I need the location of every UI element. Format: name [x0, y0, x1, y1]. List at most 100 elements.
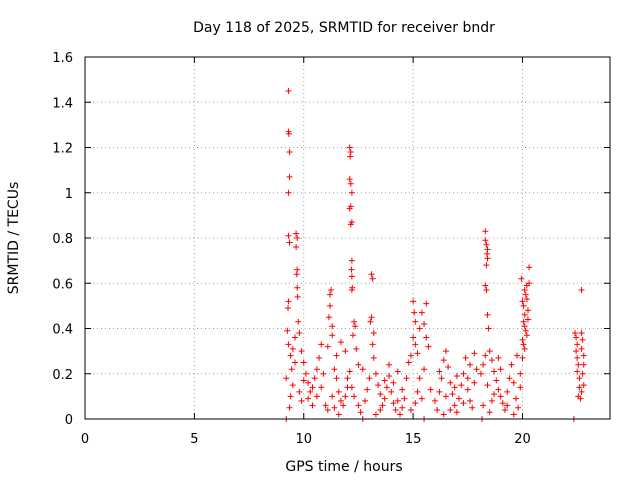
data-point: [333, 352, 340, 359]
data-point: [482, 237, 489, 244]
data-point: [578, 330, 585, 337]
data-point: [436, 368, 443, 375]
data-point: [401, 395, 408, 402]
data-point: [421, 320, 428, 327]
data-point: [412, 318, 419, 325]
data-point: [502, 406, 508, 413]
data-point: [526, 280, 533, 287]
data-point: [347, 221, 354, 228]
data-point: [322, 402, 329, 409]
data-point: [483, 287, 490, 294]
x-axis-label: GPS time / hours: [285, 459, 402, 475]
data-point: [377, 391, 384, 398]
data-point: [335, 388, 342, 395]
data-point: [285, 232, 292, 239]
data-point: [521, 287, 528, 294]
data-point: [434, 406, 441, 413]
data-point: [440, 411, 447, 418]
data-point: [359, 366, 366, 373]
data-point: [493, 377, 500, 384]
data-point: [578, 345, 585, 352]
data-point: [573, 334, 580, 341]
data-point: [576, 375, 583, 382]
data-point: [486, 409, 493, 416]
data-point: [348, 273, 355, 280]
data-point: [294, 284, 301, 291]
data-point: [316, 354, 323, 361]
data-point: [412, 341, 419, 348]
data-point: [515, 404, 522, 411]
data-point: [427, 386, 434, 393]
x-tick-label: 10: [295, 432, 312, 447]
x-tick-label: 0: [81, 432, 89, 447]
data-point: [366, 375, 373, 382]
data-point: [579, 370, 586, 377]
data-point: [375, 382, 382, 389]
data-point: [329, 393, 336, 400]
data-point: [369, 275, 376, 282]
data-point: [453, 409, 460, 416]
axis-ticks: 0 5 10 15 20 0 0.2 0.4 0.6 0.8 1 1.2 1.4 1.6: [52, 51, 610, 447]
data-point: [333, 375, 340, 382]
data-point: [331, 404, 338, 411]
data-point: [285, 305, 291, 312]
data-point: [381, 377, 388, 384]
data-point: [292, 359, 298, 366]
data-point: [318, 341, 325, 348]
data-point: [325, 314, 332, 321]
data-point: [386, 373, 393, 380]
data-point: [342, 393, 349, 400]
data-point: [348, 266, 355, 273]
data-point: [352, 323, 359, 330]
data-point: [523, 296, 530, 303]
data-point: [414, 388, 421, 395]
data-point: [294, 293, 301, 300]
data-point: [294, 235, 301, 241]
data-point: [519, 336, 526, 343]
data-point: [346, 368, 353, 375]
data-point: [447, 379, 454, 386]
y-tick-label: 1.4: [52, 96, 73, 111]
data-point: [576, 384, 583, 391]
data-point: [302, 370, 309, 377]
data-point: [460, 400, 467, 407]
data-point: [473, 366, 480, 373]
data-point: [520, 341, 527, 348]
data-point: [480, 361, 487, 368]
data-point: [526, 264, 533, 271]
data-point: [346, 144, 353, 151]
y-tick-label: 1.2: [52, 142, 73, 157]
y-axis-label: SRMTID / TECUs: [6, 182, 22, 295]
data-point: [399, 386, 406, 393]
data-point: [298, 397, 305, 404]
data-point: [574, 341, 581, 348]
data-point: [367, 318, 374, 325]
data-point: [309, 402, 316, 409]
data-point: [521, 323, 528, 330]
data-point: [331, 366, 338, 373]
data-point: [357, 409, 364, 416]
data-point: [347, 149, 354, 156]
data-point: [471, 350, 478, 357]
data-point: [347, 153, 354, 160]
data-point: [573, 348, 580, 355]
data-point: [293, 271, 300, 278]
data-point: [335, 411, 342, 418]
data-point: [383, 384, 390, 391]
y-tick-label: 0.4: [52, 323, 73, 338]
data-point: [390, 379, 397, 386]
data-point: [329, 332, 336, 339]
data-point: [447, 406, 454, 413]
data-point: [579, 336, 586, 343]
data-point: [491, 391, 498, 398]
data-point: [399, 404, 406, 411]
data-point: [298, 348, 305, 355]
data-point: [467, 361, 473, 368]
data-point: [469, 404, 476, 411]
data-point: [289, 382, 296, 389]
data-point: [580, 361, 587, 368]
data-point: [355, 361, 362, 368]
data-point: [497, 366, 504, 373]
data-point: [309, 384, 316, 391]
